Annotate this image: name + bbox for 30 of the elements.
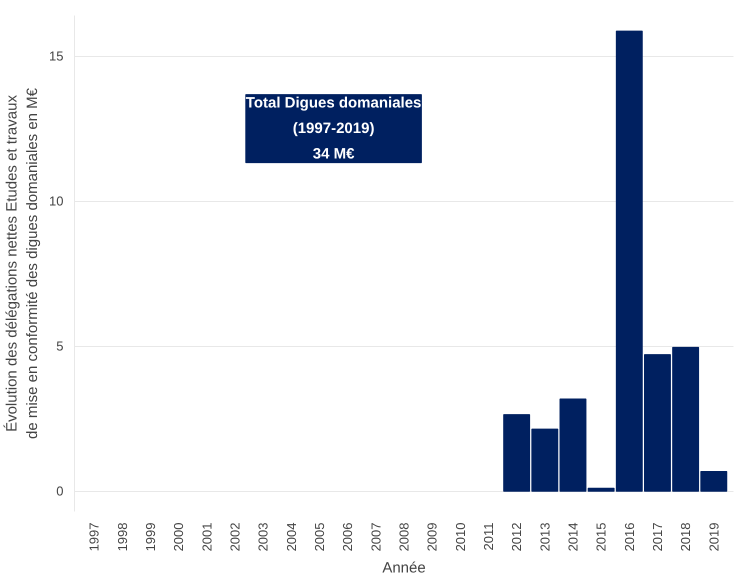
x-tick-label: 2019 (706, 522, 722, 552)
x-tick-label: 2001 (199, 522, 214, 552)
x-tick-label: 2016 (622, 522, 637, 552)
x-tick-label: 2015 (594, 522, 609, 552)
x-tick-label: 2006 (340, 522, 356, 552)
x-tick-label: 2002 (228, 522, 243, 552)
x-tick-label: 2005 (312, 522, 328, 552)
annotation: Total Digues domaniales (1997-2019) 34 M€ (246, 94, 422, 163)
x-tick-label: 2007 (368, 522, 384, 552)
x-tick-label: 2017 (650, 522, 665, 552)
x-tick-label: 1998 (114, 522, 130, 552)
x-tick-label: 1997 (86, 522, 102, 552)
x-tick-label: 2008 (396, 522, 412, 552)
x-tick-label: 2018 (678, 522, 694, 552)
y-axis-title: Évolution des délégations nettes Etudes et travaux de mise en conformité des digues domaniales en M€ (2, 87, 42, 440)
x-tick-label: 1999 (143, 522, 158, 552)
x-tick-label: 2010 (452, 522, 468, 552)
x-axis-title: Année (382, 559, 426, 576)
x-tick-label: 2003 (256, 522, 271, 552)
x-tick-label: 2012 (509, 522, 524, 552)
x-tick-label: 2011 (480, 522, 496, 550)
x-tick-label: 2009 (424, 522, 440, 552)
y-tick-label: 10 (49, 194, 64, 209)
y-tick-label: 0 (56, 484, 64, 499)
x-tick-label: 2013 (537, 522, 552, 552)
y-tick-label: 5 (56, 338, 64, 354)
x-tick-label: 2014 (565, 522, 580, 552)
x-tick-label: 2000 (171, 522, 186, 552)
x-tick-label: 2004 (284, 522, 299, 552)
y-tick-label: 15 (49, 48, 64, 64)
